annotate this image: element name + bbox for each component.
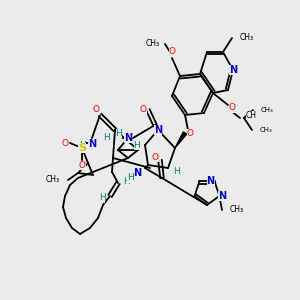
Text: O: O — [140, 106, 146, 115]
Text: N: N — [218, 191, 226, 201]
Text: CH₃: CH₃ — [240, 34, 254, 43]
Text: H: H — [172, 167, 179, 176]
Text: O: O — [92, 106, 100, 115]
Text: N: N — [124, 133, 132, 143]
Text: H: H — [127, 173, 134, 182]
Text: O: O — [229, 103, 236, 112]
Text: N: N — [133, 168, 141, 178]
Text: CH₃: CH₃ — [146, 40, 160, 49]
Polygon shape — [175, 132, 187, 148]
Text: N: N — [88, 139, 96, 149]
Text: H: H — [123, 176, 129, 185]
Text: CH₃: CH₃ — [260, 127, 273, 133]
Text: CH₃: CH₃ — [261, 107, 274, 113]
Text: H: H — [134, 140, 140, 149]
Text: CH₃: CH₃ — [230, 206, 244, 214]
Text: N: N — [207, 176, 215, 187]
Text: O: O — [79, 160, 86, 169]
Text: CH₃: CH₃ — [46, 176, 60, 184]
Text: O: O — [169, 47, 176, 56]
Text: H: H — [80, 142, 86, 151]
Text: N: N — [154, 125, 162, 135]
Text: H: H — [116, 128, 122, 137]
Text: H: H — [103, 134, 110, 142]
Text: S: S — [78, 143, 86, 153]
Text: N: N — [229, 65, 237, 75]
Text: H: H — [99, 194, 105, 202]
Text: O: O — [61, 139, 68, 148]
Text: CH: CH — [246, 110, 257, 119]
Text: O: O — [187, 128, 194, 137]
Text: O: O — [152, 152, 158, 161]
